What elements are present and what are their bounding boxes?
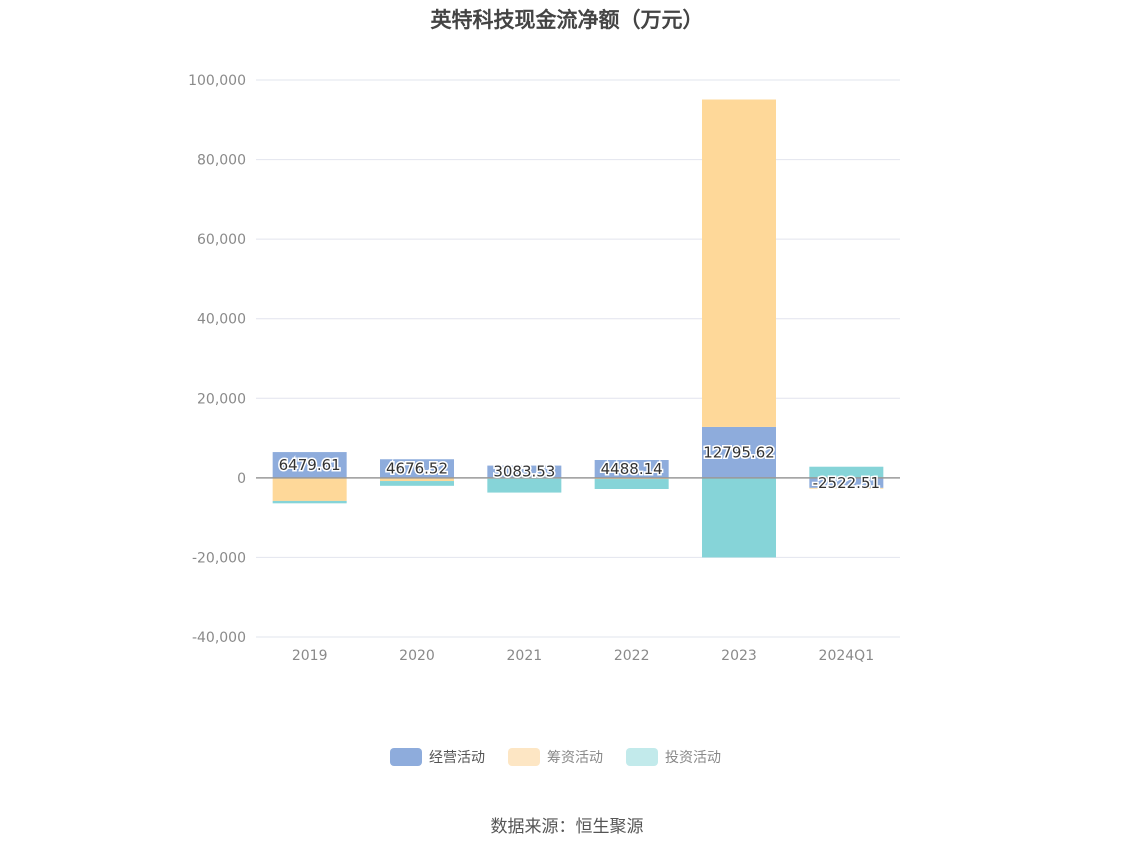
data-label: 3083.53 [493,463,555,481]
y-tick-label: 100,000 [188,73,246,89]
bar-operating-2020 [380,459,454,478]
x-tick-label: 2021 [507,648,543,664]
bar-operating-2021 [487,465,562,478]
y-tick-label: 40,000 [197,312,246,328]
x-tick-label: 2020 [399,648,435,664]
legend-item-label: 投资活动 [665,750,721,766]
x-tick-label: 2022 [614,648,650,664]
source-note: 数据来源：恒生聚源 [490,817,644,837]
legend-swatch [626,748,658,766]
y-tick-label: 0 [237,471,246,487]
y-tick-label: 80,000 [197,153,246,169]
legend-item-label: 经营活动 [429,750,485,766]
bar-operating-2019 [272,452,347,478]
bar-financing-2024q1 [809,487,884,489]
y-tick-label: 20,000 [197,391,246,407]
y-tick-label: -20,000 [192,550,246,566]
data-label: 4488.14 [601,460,663,478]
x-tick-label: 2019 [292,648,328,664]
data-label: 12795.62 [703,443,775,461]
bar-investing-2022 [594,479,669,489]
bar-operating-2024q1 [809,477,884,488]
bar-investing-2024q1 [809,466,884,478]
data-label: 6479.61 [279,456,341,474]
data-label: -2522.51 [813,474,880,492]
legend-swatch [390,748,422,766]
y-tick-label: -40,000 [192,630,246,646]
chart-title: 英特科技现金流净额（万元） [430,8,704,32]
legend-swatch [508,748,540,766]
bar-investing-2021 [487,478,562,493]
bar-financing-2019 [272,477,347,501]
y-tick-label: 60,000 [197,232,246,248]
bar-financing-2020 [380,477,454,482]
data-label: 4676.52 [386,460,448,478]
bar-investing-2020 [380,481,454,486]
x-tick-label: 2023 [721,648,757,664]
x-tick-label: 2024Q1 [819,648,875,664]
bar-investing-2019 [272,500,347,504]
bar-operating-2023 [702,426,776,478]
bar-financing-2023 [702,99,776,427]
bar-investing-2023 [702,477,776,558]
legend-item-label: 筹资活动 [547,749,603,766]
bar-operating-2022 [594,460,669,478]
